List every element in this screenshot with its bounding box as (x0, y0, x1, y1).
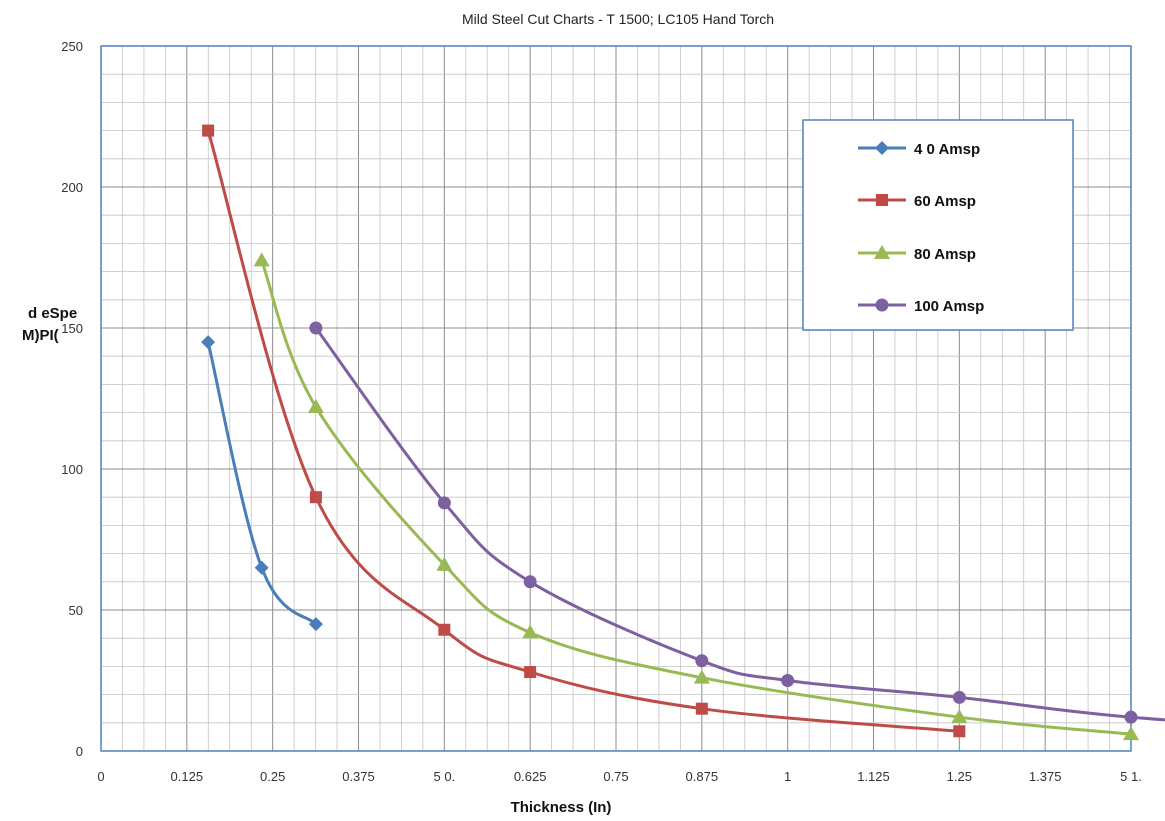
data-point (695, 702, 708, 715)
y-tick-label: 150 (61, 321, 83, 336)
data-point (524, 666, 537, 679)
legend-marker (875, 298, 889, 312)
series-group (201, 124, 1165, 741)
x-tick-label: 1 (784, 769, 791, 784)
series-3 (253, 252, 1139, 741)
data-point (522, 624, 539, 639)
x-tick-label: 0.625 (514, 769, 547, 784)
legend-label: 4 0 Amsp (914, 141, 980, 158)
data-point (695, 654, 709, 668)
data-point (202, 124, 215, 137)
x-tick-label: 0.375 (342, 769, 375, 784)
y-tick-label: 200 (61, 180, 83, 195)
data-point (308, 617, 323, 632)
data-point (309, 321, 323, 335)
y-tick-label: 250 (61, 39, 83, 54)
x-tick-label: 0.125 (171, 769, 204, 784)
data-point (307, 398, 324, 413)
x-tick-label: 1.25 (947, 769, 972, 784)
x-tick-label: 1.375 (1029, 769, 1062, 784)
legend-label: 60 Amsp (914, 193, 976, 210)
data-point (781, 674, 795, 687)
data-point (437, 496, 451, 510)
data-point (523, 575, 537, 589)
data-point (438, 623, 451, 636)
axis-ticks: 0 0.125 0.25 0.375 5 0. 0.625 0.75 0.875 1 1.125 1… (61, 39, 1142, 784)
data-point (953, 725, 966, 738)
data-point (253, 252, 270, 267)
chart-title: Mild Steel Cut Charts - T 1500; LC105 Ha… (462, 11, 774, 27)
series-1 (201, 335, 323, 632)
series-2 (202, 124, 966, 738)
legend-box (802, 119, 1074, 331)
data-point (309, 491, 322, 504)
x-tick-label: 5 0. (433, 769, 455, 784)
x-tick-label: 5 1. (1120, 769, 1142, 784)
y-tick-label: 100 (61, 462, 83, 477)
y-axis-title-line-1: d eSpe (28, 305, 77, 322)
legend-label: 80 Amsp (914, 246, 976, 263)
legend-item: 4 0 Amsp (858, 141, 980, 158)
x-axis-title: Thickness (In) (511, 799, 612, 816)
legend-item: 100 Amsp (858, 298, 984, 315)
legend-marker (876, 194, 888, 206)
data-point (1123, 726, 1139, 741)
legend-marker (874, 245, 890, 259)
data-point (1124, 710, 1138, 724)
x-tick-label: 0.25 (260, 769, 285, 784)
legend-item: 80 Amsp (858, 245, 976, 263)
legend: 4 0 Amsp 60 Amsp 80 Amsp 100 Amsp (802, 119, 1074, 331)
series-line (206, 340, 318, 626)
data-point (951, 709, 968, 724)
legend-marker (875, 141, 889, 155)
data-point (254, 560, 269, 575)
x-tick-label: 0 (97, 769, 104, 784)
series-4 (309, 321, 1165, 724)
x-tick-label: 1.125 (857, 769, 890, 784)
legend-item: 60 Amsp (858, 193, 976, 210)
y-tick-label: 50 (69, 603, 83, 618)
x-tick-label: 0.75 (603, 769, 628, 784)
series-line (206, 129, 961, 733)
y-axis-title-line-2: M)PI( (22, 327, 59, 344)
y-tick-label: 0 (76, 744, 83, 759)
plot-area-frame (100, 45, 1132, 752)
x-tick-label: 0.875 (686, 769, 719, 784)
data-point (201, 335, 216, 350)
data-point (436, 556, 453, 571)
data-point (952, 690, 966, 704)
legend-label: 100 Amsp (914, 298, 984, 315)
data-point (693, 669, 710, 684)
legend-items: 4 0 Amsp 60 Amsp 80 Amsp 100 Amsp (858, 141, 984, 315)
gridlines (100, 45, 1132, 752)
